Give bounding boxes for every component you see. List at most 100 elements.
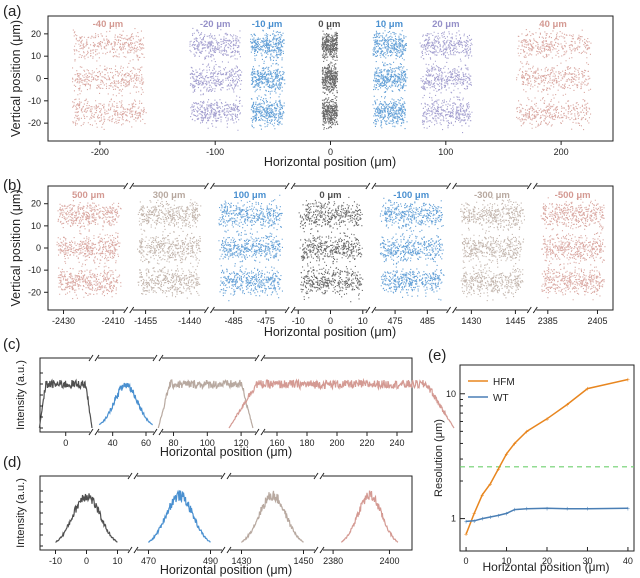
data-point: +: [513, 441, 517, 448]
scatter-cloud: [419, 30, 473, 66]
x-tick-label: -200: [91, 147, 109, 157]
scatter-cloud: [218, 231, 283, 265]
x-tick-label: 200: [554, 147, 569, 157]
scatter-cloud: [541, 227, 606, 266]
axis-break: [284, 182, 296, 190]
data-point: +: [496, 513, 500, 520]
scatter-cloud: [137, 230, 202, 268]
panel-b-axes: [47, 185, 614, 311]
series-label: -100 μm: [393, 190, 429, 201]
panel-a-plot: -40 μm -20 μm -10 μm 0 μm 10 μm 20 μm 40 μm: [72, 19, 592, 134]
axis-break: [88, 354, 100, 362]
series-label: -20 μm: [200, 19, 231, 30]
data-point: +: [545, 416, 549, 423]
x-axis-label: Horizontal position (μm): [264, 325, 396, 339]
series-label: 20 μm: [432, 19, 459, 30]
series-label: 10 μm: [376, 19, 403, 30]
axis-break: [123, 182, 135, 190]
y-tick-label: -20: [28, 118, 41, 128]
x-tick-label: 220: [359, 438, 374, 448]
panel-d-label: (d): [3, 454, 21, 471]
series-group: [419, 30, 473, 134]
x-tick-label: 200: [329, 438, 344, 448]
x-tick-label: 120: [234, 438, 249, 448]
data-point: +: [585, 506, 589, 513]
scatter-cloud: [219, 265, 283, 302]
x-tick-label: 2400: [379, 556, 399, 566]
x-tick-label: 100: [438, 147, 453, 157]
axis-break: [127, 546, 139, 554]
x-tick-label: -10: [49, 556, 62, 566]
data-point: +: [525, 429, 529, 436]
panel-e-axes: [459, 364, 635, 552]
x-tick-label: -100: [206, 147, 224, 157]
profile-line: [55, 493, 118, 543]
series-label: -500 μm: [555, 190, 591, 201]
y-tick-label: 20: [31, 199, 41, 209]
series-group: [516, 28, 592, 131]
data-point: +: [545, 506, 549, 513]
legend-label: HFM: [493, 377, 515, 388]
panel-d-plot: [55, 489, 399, 543]
x-tick-label: 100: [200, 438, 215, 448]
x-tick-label: 30: [582, 556, 592, 566]
panel-b-label: (b): [3, 177, 21, 194]
x-tick-label: 20: [542, 556, 552, 566]
y-tick-label: -10: [28, 96, 41, 106]
panel-c-label: (c): [3, 336, 21, 353]
x-tick-label: -475: [257, 316, 275, 326]
y-axis-label: Vertical position (μm): [9, 20, 23, 137]
axis-break: [526, 182, 538, 190]
data-point: +: [513, 507, 517, 514]
profile-line: [38, 378, 93, 429]
scatter-cloud: [189, 27, 241, 63]
scatter-cloud: [460, 262, 524, 302]
scatter-cloud: [540, 197, 605, 232]
profile-line: [228, 377, 455, 429]
x-tick-label: 1430: [231, 556, 251, 566]
axis-break: [446, 182, 457, 190]
x-tick-label: -1440: [178, 316, 201, 326]
scatter-cloud: [137, 265, 201, 299]
series-group: [460, 197, 525, 302]
data-point: +: [626, 506, 630, 513]
series-line: [466, 507, 628, 523]
x-tick-label: 470: [141, 556, 156, 566]
y-tick-label: 20: [31, 29, 41, 39]
x-tick-label: 2385: [538, 316, 558, 326]
panel-d-axes: [39, 475, 413, 551]
x-tick-label: 2405: [587, 316, 607, 326]
x-tick-label: 2380: [323, 556, 343, 566]
x-tick-label: -485: [225, 316, 243, 326]
scatter-cloud: [72, 94, 147, 130]
axis-break: [152, 428, 164, 436]
axis-break: [123, 306, 135, 314]
data-point: +: [488, 514, 492, 521]
series-label: 500 μm: [72, 190, 105, 201]
y-axis-label: Resolution (μm): [433, 419, 445, 497]
scatter-cloud: [460, 197, 525, 235]
series-label: 100 μm: [233, 190, 266, 201]
profile-line: [98, 382, 153, 426]
axis-break: [313, 472, 325, 480]
x-tick-label: 10: [358, 316, 368, 326]
scatter-cloud: [300, 264, 364, 303]
data-point: +: [626, 377, 630, 384]
axis-break: [220, 546, 232, 554]
data-point: +: [496, 466, 500, 473]
axis-break: [446, 306, 457, 314]
x-tick-label: -1455: [134, 316, 157, 326]
axis-break: [254, 428, 266, 436]
x-tick-label: 0: [328, 147, 333, 157]
data-point: +: [464, 519, 468, 526]
x-tick-label: 10: [112, 556, 122, 566]
x-axis-label: Horizontal position (μm): [483, 560, 610, 574]
y-tick-label: 10: [31, 221, 41, 231]
panel-c-axes: [39, 357, 413, 433]
y-tick-label: -20: [28, 287, 41, 297]
axis-break: [127, 472, 139, 480]
axis-break: [204, 182, 215, 190]
axis-break: [220, 472, 232, 480]
series-group: [540, 197, 606, 301]
